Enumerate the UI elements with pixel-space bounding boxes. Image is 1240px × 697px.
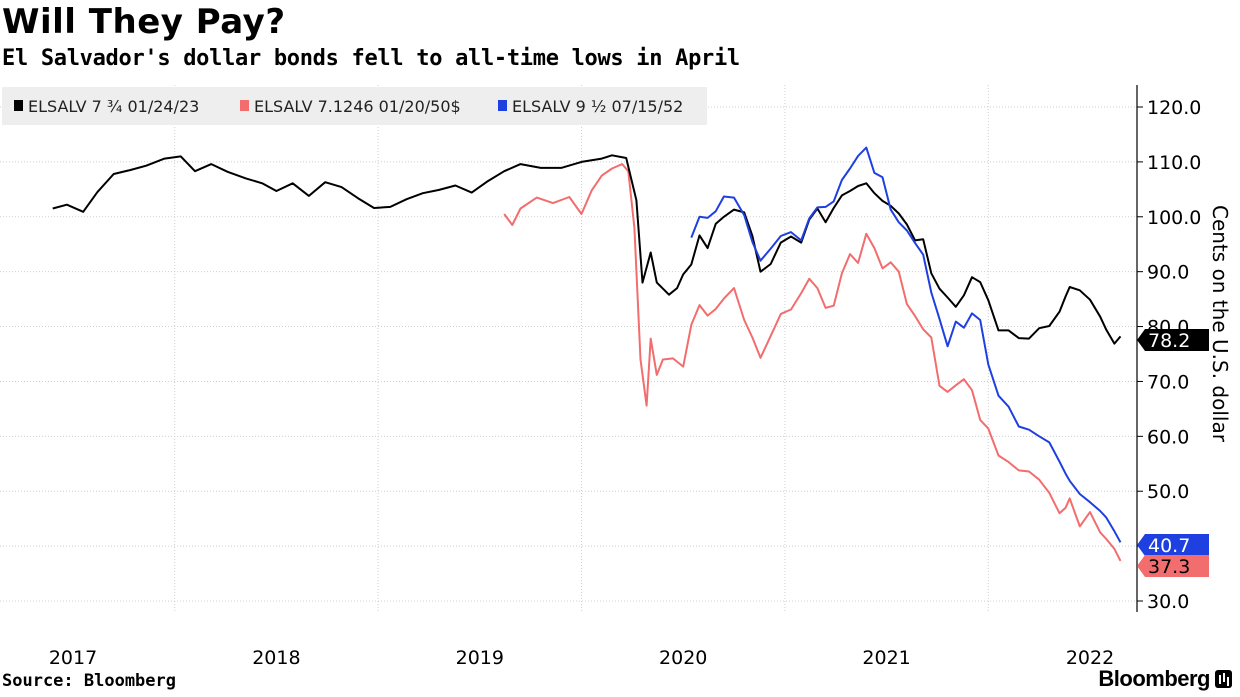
series-line-2	[690, 146, 1122, 543]
x-tick-label: 2017	[49, 647, 97, 669]
series-line-1	[503, 163, 1122, 562]
last-value-label-2: 40.7	[1148, 535, 1190, 557]
x-tick-label: 2019	[456, 647, 504, 669]
y-tick-label: 70.0	[1147, 371, 1189, 393]
last-value-tag-0	[1137, 329, 1209, 351]
bloomberg-terminal-icon	[1215, 670, 1232, 688]
y-tick-label: 110.0	[1147, 152, 1201, 174]
x-tick-label: 2021	[862, 647, 910, 669]
source-note: Source: Bloomberg	[2, 671, 176, 691]
last-value-tag-2	[1137, 534, 1209, 556]
last-value-tag-1	[1137, 555, 1209, 577]
legend-box	[2, 87, 707, 125]
bloomberg-logo: Bloomberg	[1098, 666, 1210, 691]
legend-label-2: ELSALV 9 ½ 07/15/52	[512, 97, 683, 116]
x-tick-label: 2020	[659, 647, 707, 669]
last-value-label-0: 78.2	[1148, 330, 1190, 352]
chart-title: Will They Pay?	[2, 2, 286, 42]
y-tick-label: 30.0	[1147, 591, 1189, 613]
chart-subtitle: El Salvador's dollar bonds fell to all-t…	[2, 46, 740, 71]
legend-label-1: ELSALV 7.1246 01/20/50$	[254, 97, 461, 116]
x-tick-label: 2018	[252, 647, 300, 669]
legend-swatch-2	[498, 100, 507, 111]
x-tick-label: 2022	[1066, 647, 1114, 669]
last-value-label-1: 37.3	[1148, 556, 1190, 578]
legend-label-0: ELSALV 7 ¾ 01/24/23	[28, 97, 199, 116]
y-tick-label: 100.0	[1147, 207, 1201, 229]
y-tick-label: 90.0	[1147, 262, 1189, 284]
y-tick-label: 60.0	[1147, 426, 1189, 448]
y-tick-label: 120.0	[1147, 97, 1201, 119]
series-line-0	[52, 154, 1122, 345]
legend-swatch-0	[14, 100, 23, 111]
legend-swatch-1	[240, 100, 249, 111]
y-axis-label: Cents on the U.S. dollar	[1208, 205, 1232, 443]
y-tick-label: 50.0	[1147, 481, 1189, 503]
